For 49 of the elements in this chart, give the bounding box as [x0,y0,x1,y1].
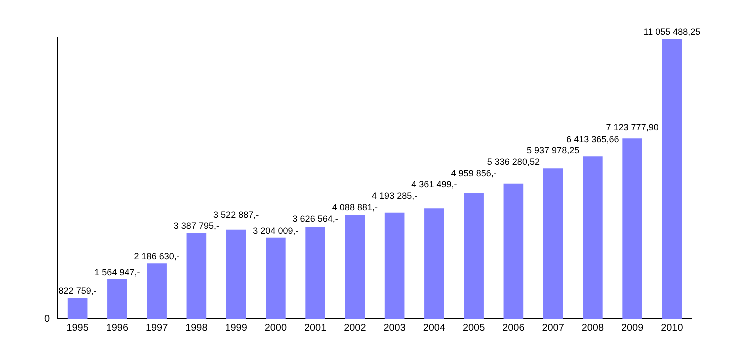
bar [424,208,444,319]
bar [384,212,405,319]
bar [504,184,524,319]
bar [345,215,366,319]
bar [108,279,128,319]
bar [543,168,564,319]
data-label: 3 626 564,- [292,214,338,224]
bar [622,138,642,319]
data-label: 2 186 630,- [134,252,180,262]
data-label: 7 123 777,90 [606,122,659,133]
x-tick-label: 2005 [462,322,486,334]
data-label: 3 387 795,- [174,221,220,232]
bar [68,298,88,319]
data-label: 11 055 488,25 [644,27,701,38]
data-label: 3 522 887,- [214,210,260,220]
x-tick-label: 2008 [582,322,604,334]
bar [464,193,484,319]
x-tick-label: 1996 [106,322,129,334]
bar [186,233,207,319]
x-tick-label: 1998 [186,322,208,334]
x-tick-label: 2002 [344,322,367,334]
x-tick-label: 2004 [423,322,446,334]
bar [226,230,246,319]
x-tick-label: 2000 [264,322,288,334]
bar [306,227,326,319]
x-tick-label: 1997 [146,322,169,334]
data-label: 5 336 280,52 [487,156,540,167]
bar [147,264,167,319]
data-label: 4 193 285,- [372,190,418,201]
data-label: 1 564 947,- [94,267,140,278]
data-label: 822 759,- [58,286,97,296]
x-tick-label: 1999 [225,322,248,334]
data-label: 4 088 881,- [332,202,378,212]
bar [583,156,603,319]
bar [266,238,286,319]
data-label: 3 204 009,- [253,226,299,236]
data-label: 4 959 856,- [451,168,497,178]
data-label: 4 361 499,- [412,180,458,190]
bar [662,39,682,319]
x-tick-label: 2006 [502,322,526,334]
data-label: 5 937 978,25 [527,146,580,156]
data-label: 6 413 365,66 [566,134,620,145]
x-tick-label: 1995 [66,322,90,334]
x-tick-label: 2001 [304,322,328,334]
x-tick-label: 2010 [661,322,684,334]
x-tick-label: 2009 [621,322,644,334]
x-tick-label: 2007 [542,322,565,334]
x-tick-label: 2003 [384,322,406,334]
text: 0 [44,314,50,325]
